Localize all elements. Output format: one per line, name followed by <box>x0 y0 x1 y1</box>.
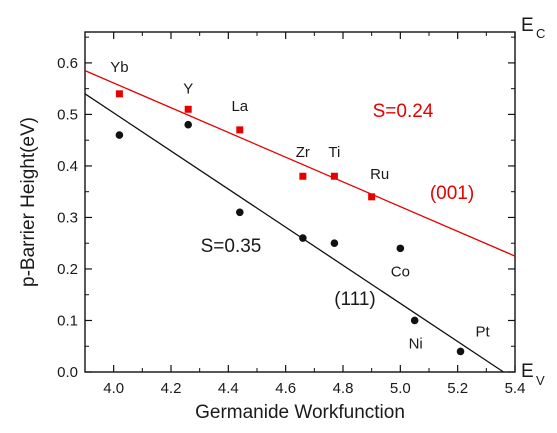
ev-label-main: E <box>521 361 534 382</box>
data-point-circle <box>115 131 124 139</box>
ec-label-main: E <box>521 15 534 36</box>
y-axis-title: p-Barrier Height(eV) <box>18 117 39 287</box>
data-point-circle <box>299 234 307 242</box>
data-point-circle <box>330 239 339 248</box>
slope-label-black: S=0.35 <box>201 236 262 257</box>
y-tick-label: 0.0 <box>57 364 78 381</box>
point-label: Ni <box>409 335 423 352</box>
fit-line-red <box>84 70 516 257</box>
data-point-square <box>299 172 307 180</box>
x-tick-label: 5.2 <box>447 380 468 397</box>
data-point-circle <box>236 208 244 217</box>
point-label: Ti <box>328 144 340 161</box>
data-point-square <box>236 126 244 134</box>
y-tick-label: 0.6 <box>57 55 78 72</box>
x-tick-label: 4.6 <box>275 380 296 397</box>
data-point-square <box>115 90 123 98</box>
x-tick-label: 4.2 <box>161 380 182 397</box>
x-tick-label: 5.0 <box>390 380 411 397</box>
chart-marks: 4.0 4.2 4.4 4.6 4.8 5.0 5.2 5.4 0.0 0.1 0.2 0.3 0.4 0… <box>18 15 545 423</box>
ev-label-sub: V <box>536 373 545 388</box>
point-label: Co <box>391 263 410 280</box>
series-label-black: (111) <box>334 289 376 310</box>
y-tick-label: 0.5 <box>57 106 78 123</box>
data-point-square <box>330 172 338 180</box>
y-tick-label: 0.1 <box>57 312 78 329</box>
x-tick-label: 4.8 <box>333 380 354 397</box>
x-axis-title: Germanide Workfunction <box>195 402 405 423</box>
data-point-square <box>368 193 376 201</box>
x-tick-label: 5.4 <box>505 380 526 397</box>
data-point-circle <box>456 347 465 356</box>
y-tick-label: 0.4 <box>57 158 78 175</box>
ec-label-sub: C <box>536 26 545 41</box>
y-tick-label: 0.3 <box>57 209 78 226</box>
x-tick-label: 4.4 <box>218 380 239 397</box>
data-point-circle <box>184 120 192 129</box>
point-label: Ru <box>370 166 389 183</box>
data-point-square <box>184 105 192 113</box>
point-label: Pt <box>475 323 490 340</box>
point-label: Y <box>183 80 193 97</box>
point-label: Yb <box>110 59 128 76</box>
y-tick-label: 0.2 <box>57 261 78 278</box>
fit-line-black <box>84 93 504 373</box>
slope-label-red: S=0.24 <box>373 101 434 122</box>
x-tick-label: 4.0 <box>103 380 124 397</box>
data-point-circle <box>396 244 405 253</box>
point-label: La <box>231 98 248 115</box>
point-label: Zr <box>296 144 310 161</box>
plot-frame <box>84 31 516 373</box>
series-label-red: (001) <box>430 183 474 204</box>
data-point-circle <box>410 316 419 325</box>
